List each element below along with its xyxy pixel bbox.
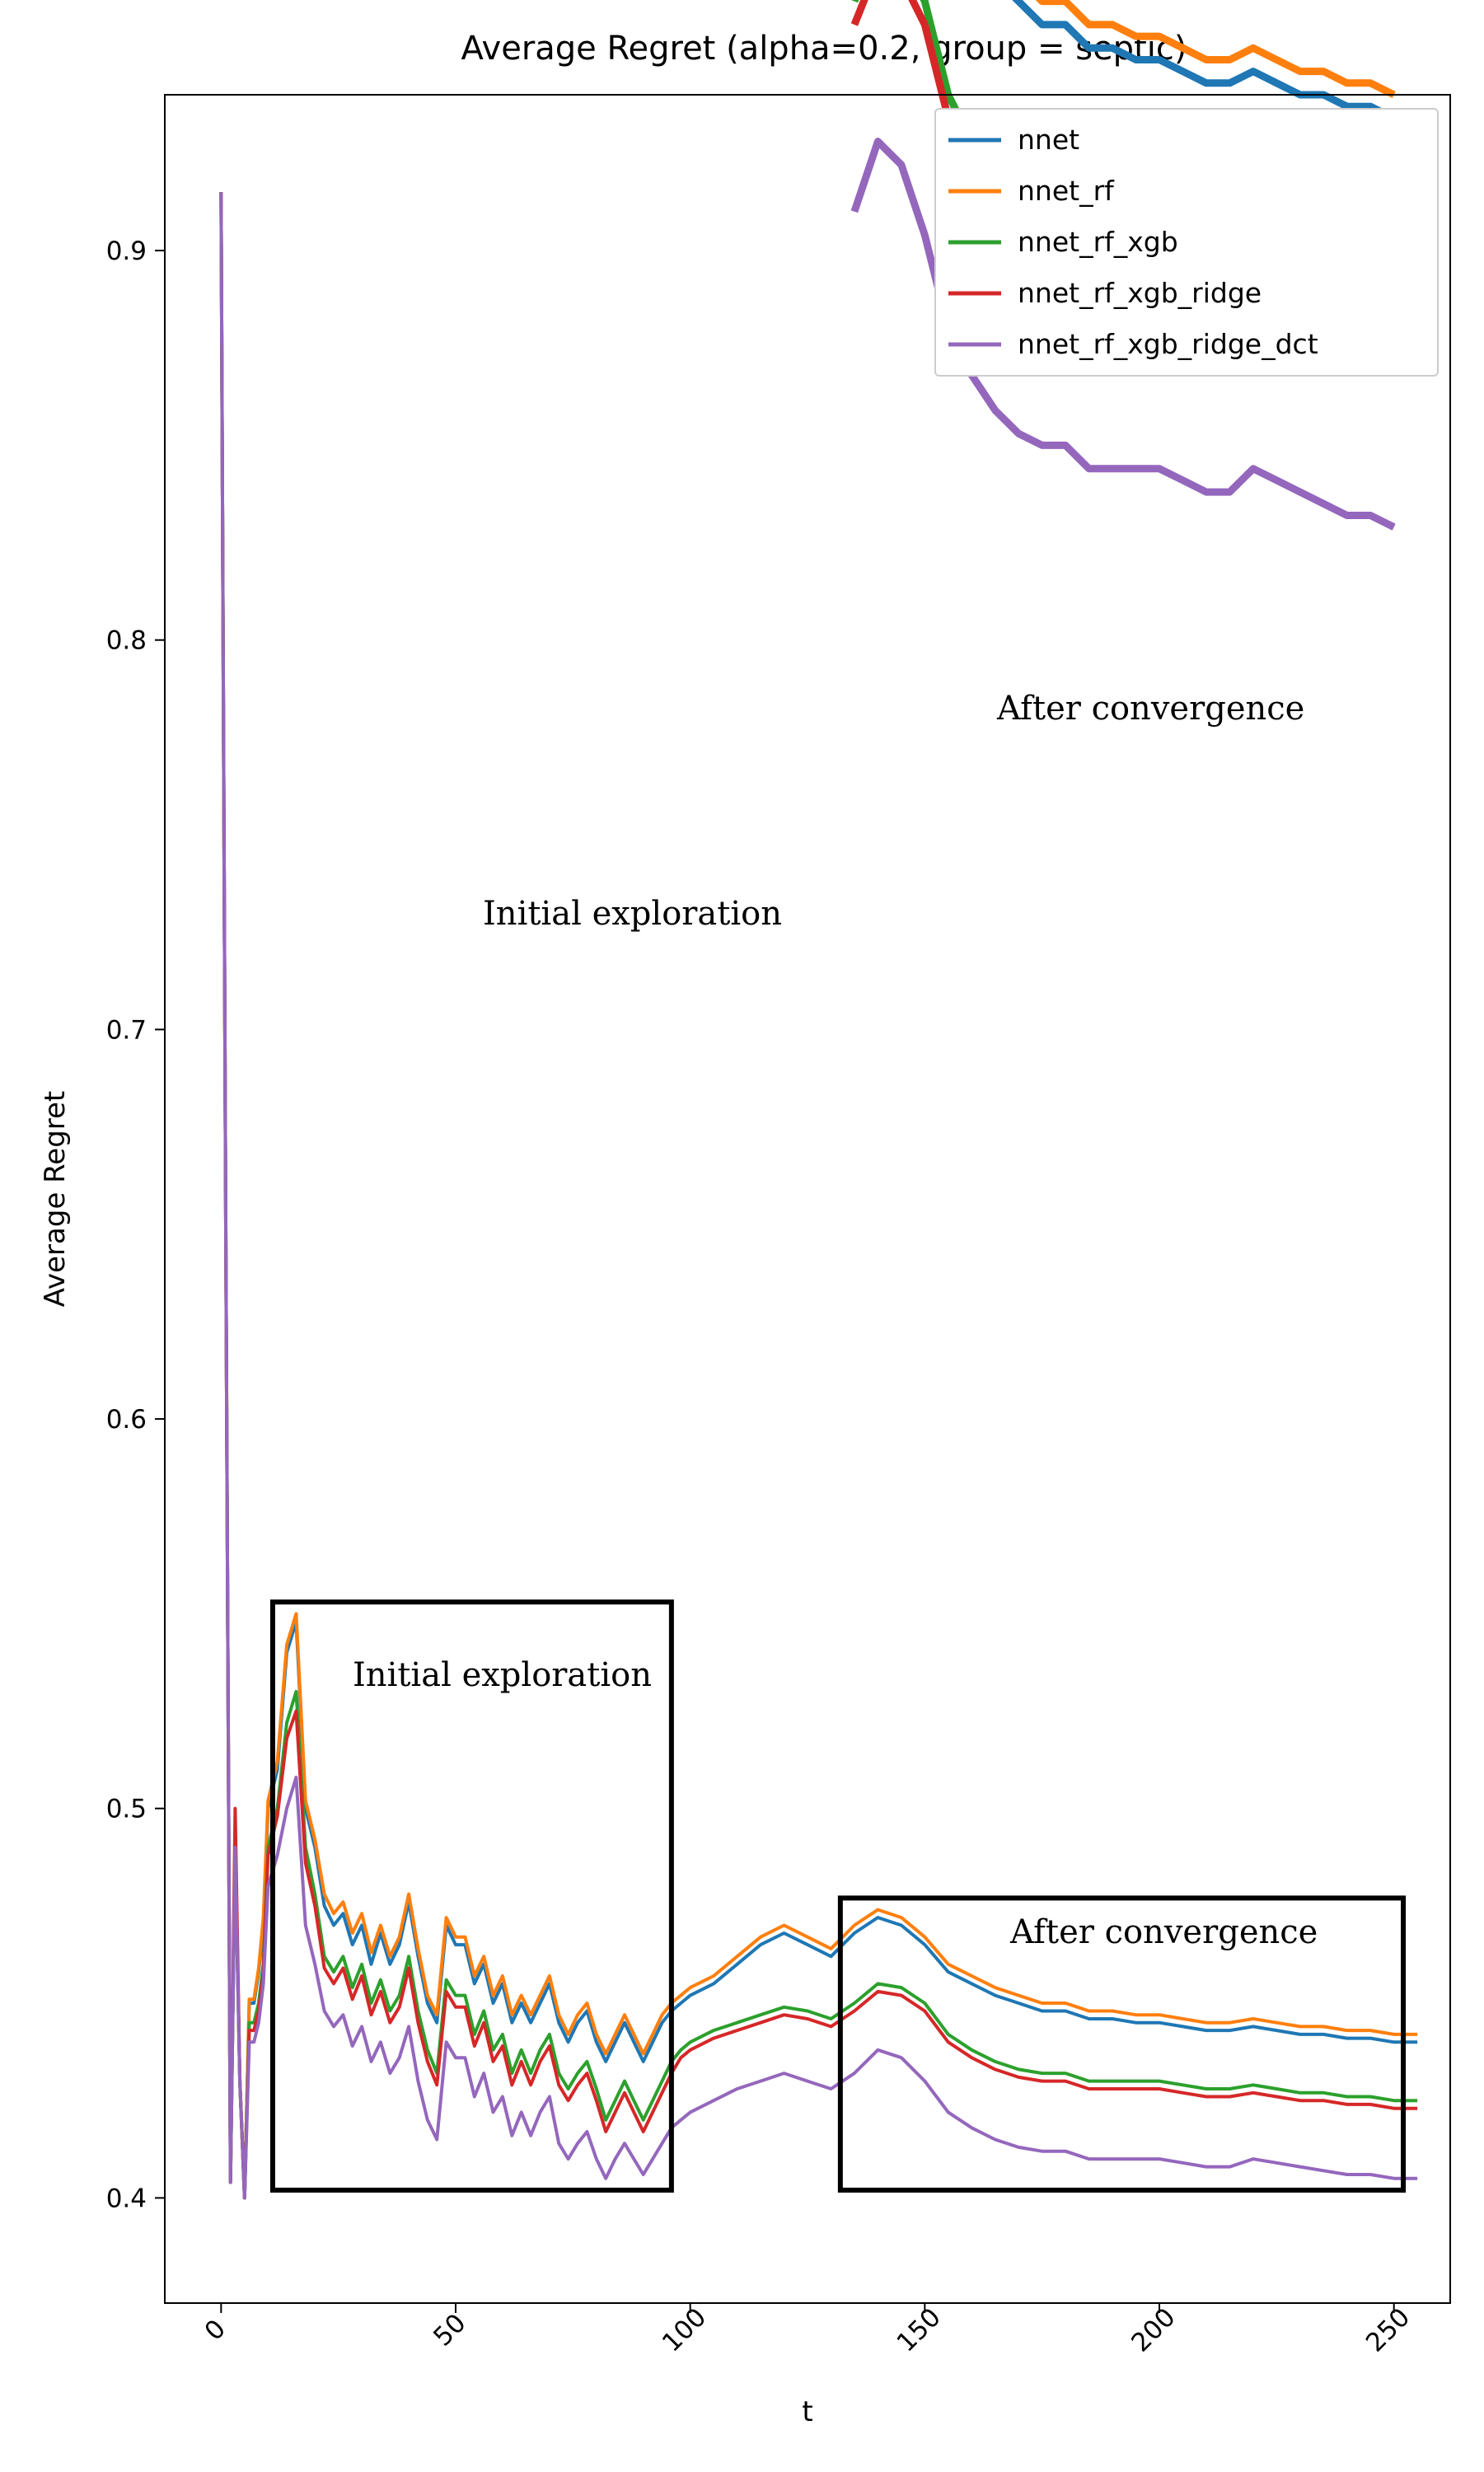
series-line-nnet_rf_xgb — [219, 192, 1418, 2200]
legend-frame — [934, 108, 1439, 377]
legend-label-nnet_rf_xgb_ridge: nnet_rf_xgb_ridge — [1018, 277, 1262, 309]
y-axis: 0.4 0.5 0.6 0.7 0.8 0.9 — [106, 236, 165, 2213]
y-tick-label: 0.4 — [106, 2184, 147, 2213]
series-line-nnet_rf — [219, 192, 1418, 2200]
initial-zoom-label: Initial exploration — [483, 895, 782, 933]
initial-box-rect — [269, 1599, 674, 2193]
series-line-nnet_rf_xgb_ridge_dct — [219, 192, 1418, 2200]
legend: nnet nnet_rf nnet_rf_xgb nnet_rf_xgb_ridgen… — [934, 108, 1439, 377]
convergence-zoom-label: After convergence — [996, 690, 1304, 728]
x-axis-label: t — [802, 2395, 812, 2428]
initial-box-label: Initial exploration — [353, 1656, 652, 1694]
convergence-box-rect — [837, 1895, 1407, 2193]
chart-title: Average Regret (alpha=0.2, group = septi… — [461, 30, 1187, 68]
y-axis-label: Average Regret — [39, 1091, 72, 1308]
convergence-box-label: After convergence — [1009, 1913, 1318, 1951]
y-tick-label: 0.9 — [106, 236, 147, 266]
y-tick-label: 0.8 — [106, 626, 147, 656]
legend-label-nnet_rf_xgb: nnet_rf_xgb — [1018, 226, 1178, 258]
series-line-nnet_rf_xgb_ridge — [219, 192, 1418, 2200]
annotation-boxes — [269, 1599, 1407, 2193]
plot-area-frame — [164, 94, 1451, 2304]
y-tick-label: 0.5 — [106, 1795, 147, 1824]
legend-label-nnet_rf_xgb_ridge_dct: nnet_rf_xgb_ridge_dct — [1018, 328, 1318, 360]
legend-label-nnet: nnet — [1018, 124, 1079, 156]
series-line-nnet — [219, 192, 1418, 2200]
zoom-convergence-line-nnet_rf — [1035, 0, 1396, 99]
series-lines — [219, 192, 1418, 2200]
legend-label-nnet_rf: nnet_rf — [1018, 175, 1115, 207]
y-tick-label: 0.7 — [106, 1015, 147, 1045]
y-tick-label: 0.6 — [106, 1405, 147, 1435]
